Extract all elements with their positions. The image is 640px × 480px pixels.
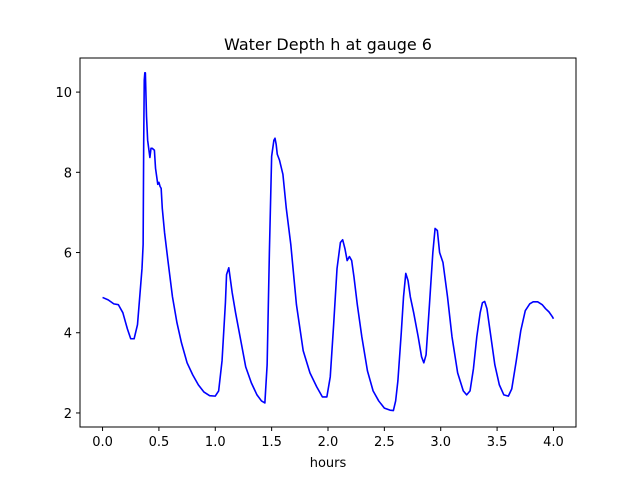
x-tick-label: 0.0 xyxy=(92,435,113,450)
x-axis: 0.0 0.5 1.0 1.5 2.0 2.5 3.0 3.5 4.0 xyxy=(92,427,564,450)
x-tick-label: 4.0 xyxy=(543,435,564,450)
x-tick-label: 0.5 xyxy=(149,435,170,450)
y-tick-label: 2 xyxy=(64,407,72,422)
y-tick-label: 10 xyxy=(55,86,72,101)
x-tick-label: 3.0 xyxy=(430,435,451,450)
y-tick-label: 4 xyxy=(64,327,72,342)
y-axis: 2 4 6 8 10 xyxy=(55,86,80,422)
x-tick-label: 2.5 xyxy=(374,435,395,450)
series-line xyxy=(102,72,555,412)
x-axis-label: hours xyxy=(310,456,347,471)
x-tick-label: 3.5 xyxy=(487,435,508,450)
x-tick-label: 1.0 xyxy=(205,435,226,450)
y-tick-label: 8 xyxy=(64,166,72,181)
x-tick-label: 1.5 xyxy=(261,435,282,450)
x-tick-label: 2.0 xyxy=(318,435,339,450)
chart-title: Water Depth h at gauge 6 xyxy=(224,35,432,54)
y-tick-label: 6 xyxy=(64,247,72,262)
